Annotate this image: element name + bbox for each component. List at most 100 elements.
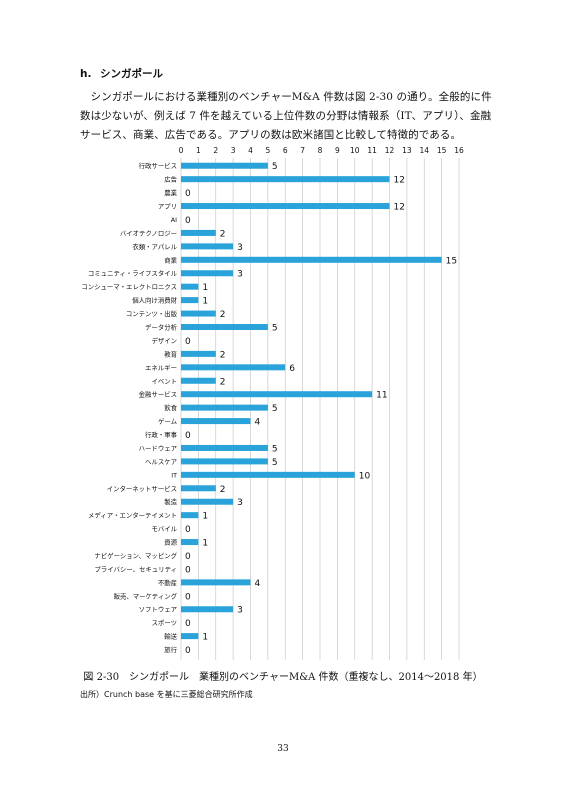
data-label: 6 xyxy=(289,364,295,374)
bar xyxy=(181,539,199,546)
section-number: h. xyxy=(80,68,92,80)
bar xyxy=(181,512,199,519)
category-label: 行政サービス xyxy=(139,161,177,170)
bar xyxy=(181,283,199,290)
data-label: 10 xyxy=(359,471,371,481)
data-label: 0 xyxy=(185,592,191,602)
category-label: スポーツ xyxy=(152,619,177,627)
bar xyxy=(181,229,216,236)
data-label: 0 xyxy=(185,189,191,199)
data-label: 3 xyxy=(237,606,243,616)
data-label: 5 xyxy=(272,458,278,468)
category-label: 輸送 xyxy=(164,632,177,641)
data-label: 0 xyxy=(185,525,191,535)
data-label: 0 xyxy=(185,216,191,226)
data-label: 5 xyxy=(272,404,278,414)
category-label: 金融サービス xyxy=(139,390,177,399)
category-label: 不動産 xyxy=(158,578,177,587)
bar xyxy=(181,256,442,263)
bar xyxy=(181,391,373,398)
category-label: コミュニティ・ライフスタイル xyxy=(88,269,178,278)
category-label: プライバシー、セキュリティ xyxy=(94,565,177,573)
data-label: 1 xyxy=(202,539,208,549)
x-tick-label: 15 xyxy=(437,146,447,155)
data-label: 11 xyxy=(376,391,387,401)
page-number: 33 xyxy=(277,744,289,754)
bar xyxy=(181,176,390,183)
data-label: 0 xyxy=(185,646,191,656)
category-label: エネルギー xyxy=(145,364,177,372)
category-label: コンテンツ・出版 xyxy=(126,309,178,318)
bar xyxy=(181,377,216,384)
data-label: 4 xyxy=(255,418,261,428)
data-label: 0 xyxy=(185,552,191,562)
x-tick-label: 0 xyxy=(179,146,184,155)
bar xyxy=(181,579,251,586)
x-tick-label: 2 xyxy=(213,146,218,155)
category-label: 飲食 xyxy=(164,403,177,412)
category-label: 資源 xyxy=(164,538,177,547)
category-label: 教育 xyxy=(164,349,177,358)
x-tick-label: 9 xyxy=(335,146,340,155)
category-label: ヘルスケア xyxy=(145,458,177,466)
category-label: ナビゲーション、マッピング xyxy=(94,551,177,560)
category-label: 衣類・アパレル xyxy=(132,242,177,251)
section-title: シンガポール xyxy=(100,68,163,80)
x-tick-label: 11 xyxy=(367,146,377,155)
x-tick-label: 12 xyxy=(385,146,395,155)
category-label: ハードウェア xyxy=(139,444,177,452)
category-label: 旅行 xyxy=(164,645,177,654)
category-label: 商業 xyxy=(164,255,177,264)
category-label: ソフトウェア xyxy=(139,606,177,614)
category-label: コンシューマ・エレクトロニクス xyxy=(81,283,177,291)
bar xyxy=(181,444,268,451)
category-label: イベント xyxy=(151,377,177,385)
bar xyxy=(181,162,268,169)
data-label: 2 xyxy=(220,310,226,320)
category-label: IT xyxy=(171,471,177,479)
bar xyxy=(181,471,355,478)
category-label: 行政・軍事 xyxy=(145,430,178,439)
category-label: 農業 xyxy=(164,188,177,197)
x-tick-label: 16 xyxy=(454,146,464,155)
category-label: 広告 xyxy=(164,175,177,184)
bar xyxy=(181,606,234,613)
category-label: バイオテクノロジー xyxy=(120,229,177,237)
x-tick-label: 10 xyxy=(350,146,360,155)
category-label: AI xyxy=(171,216,177,224)
data-label: 0 xyxy=(185,619,191,629)
category-label: 個人向け消費財 xyxy=(132,296,177,305)
bar xyxy=(181,310,216,317)
x-tick-label: 7 xyxy=(300,146,305,155)
x-tick-label: 5 xyxy=(265,146,270,155)
bar xyxy=(181,404,268,411)
data-label: 1 xyxy=(202,512,208,522)
data-label: 12 xyxy=(394,203,405,213)
bar xyxy=(181,350,216,357)
data-label: 2 xyxy=(220,229,226,239)
bar xyxy=(181,364,286,371)
data-label: 5 xyxy=(272,444,278,454)
x-tick-label: 8 xyxy=(318,146,323,155)
data-label: 3 xyxy=(237,498,243,508)
section-heading: h. シンガポール xyxy=(80,66,163,81)
category-label: データ分析 xyxy=(145,323,178,332)
data-label: 2 xyxy=(220,350,226,360)
x-tick-label: 13 xyxy=(402,146,412,155)
data-label: 15 xyxy=(446,256,457,266)
x-tick-label: 1 xyxy=(196,146,201,155)
data-label: 3 xyxy=(237,243,243,253)
bar xyxy=(181,270,234,277)
data-label: 1 xyxy=(202,297,208,307)
data-label: 0 xyxy=(185,565,191,575)
data-label: 3 xyxy=(237,270,243,280)
bar xyxy=(181,633,199,640)
category-label: モバイル xyxy=(151,525,177,533)
x-tick-label: 4 xyxy=(248,146,253,155)
bar xyxy=(181,418,251,425)
category-label: アプリ xyxy=(158,203,177,211)
x-tick-label: 3 xyxy=(231,146,236,155)
bar xyxy=(181,458,268,465)
bar xyxy=(181,297,199,304)
